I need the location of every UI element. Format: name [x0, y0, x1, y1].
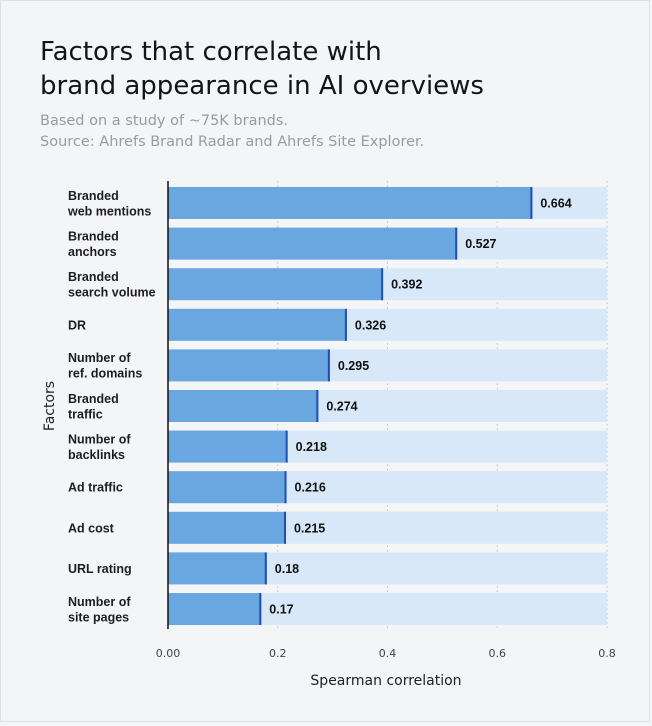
bar [168, 308, 347, 341]
bar [168, 227, 458, 260]
bar-end-marker [344, 308, 347, 341]
data-label: 0.295 [338, 359, 369, 373]
bar [168, 390, 319, 422]
category-label: URL rating [68, 562, 132, 576]
bar-end-marker [381, 268, 384, 301]
x-tick-label: 0.2 [269, 647, 287, 660]
bar [168, 268, 384, 301]
bar-end-marker [455, 227, 458, 260]
category-label: Branded traffic [68, 392, 119, 422]
category-label-line: URL rating [68, 562, 132, 576]
category-label-line: Number of [68, 595, 131, 609]
data-label: 0.326 [355, 318, 386, 332]
data-label: 0.527 [465, 237, 496, 251]
data-label: 0.18 [275, 562, 299, 576]
chart-title: Factors that correlate with brand appear… [40, 35, 620, 103]
category-label-line: Ad traffic [68, 481, 123, 495]
category-label: Ad traffic [68, 481, 123, 495]
category-label-line: traffic [68, 407, 103, 421]
bar-end-marker [283, 511, 286, 544]
bar [168, 593, 262, 625]
x-axis-title: Spearman correlation [310, 673, 461, 689]
bar-end-marker [264, 552, 267, 585]
x-tick-label: 0.4 [379, 647, 397, 660]
category-label-line: Branded [68, 392, 119, 406]
category-label: Ad cost [68, 521, 115, 535]
bar [168, 187, 533, 219]
category-label-line: search volume [68, 285, 156, 299]
x-tick-label: 0.00 [156, 647, 181, 660]
data-label: 0.218 [296, 440, 327, 454]
bar-end-marker [530, 187, 533, 219]
x-tick-label: 0.6 [489, 647, 507, 660]
data-label: 0.216 [295, 481, 326, 495]
data-label: 0.274 [326, 400, 357, 414]
category-label: Number of site pages [68, 595, 131, 625]
data-label: 0.664 [540, 197, 571, 211]
category-label-line: backlinks [68, 448, 125, 462]
x-tick-label: 0.8 [598, 647, 616, 660]
chart-subtitle-line-1: Based on a study of ~75K brands. [40, 113, 289, 129]
bar-end-marker [327, 349, 330, 382]
category-label: Branded search volume [68, 270, 156, 300]
category-label: Branded anchors [68, 229, 119, 259]
category-label: Branded web mentions [67, 189, 151, 219]
category-label-line: anchors [68, 245, 117, 259]
chart-subtitle-line-2: Source: Ahrefs Brand Radar and Ahrefs Si… [40, 134, 425, 150]
category-label-line: Ad cost [68, 521, 115, 535]
category-label-line: Number of [68, 432, 131, 446]
category-label-line: web mentions [67, 204, 151, 218]
bar-end-marker [285, 430, 288, 463]
category-label-line: Number of [68, 351, 131, 365]
data-label: 0.17 [269, 603, 293, 617]
chart-title-line-1: Factors that correlate with [40, 37, 382, 67]
category-label-line: site pages [68, 610, 129, 624]
bar [168, 552, 267, 585]
category-label-line: Branded [68, 270, 119, 284]
category-label-line: Branded [68, 189, 119, 203]
chart-subtitle: Based on a study of ~75K brands. Source:… [40, 111, 424, 153]
category-label-line: Branded [68, 229, 119, 243]
bar [168, 471, 287, 504]
bar-end-marker [259, 593, 262, 625]
bar [168, 349, 330, 382]
y-axis-title: Factors [42, 381, 58, 431]
bar-end-marker [316, 390, 319, 422]
chart-title-line-2: brand appearance in AI overviews [40, 71, 484, 101]
category-label: DR [68, 318, 86, 332]
category-label: Number of ref. domains [68, 351, 142, 381]
category-label-line: ref. domains [68, 367, 142, 381]
data-label: 0.215 [294, 521, 325, 535]
category-label-line: DR [68, 318, 86, 332]
bar [168, 430, 288, 463]
category-label: Number of backlinks [68, 432, 131, 462]
bar-end-marker [284, 471, 287, 504]
data-label: 0.392 [391, 278, 422, 292]
bar [168, 511, 286, 544]
